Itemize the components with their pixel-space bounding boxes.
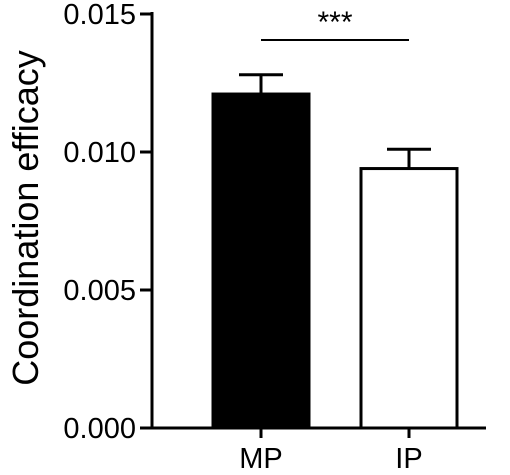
y-tick-label: 0.000 <box>63 413 136 445</box>
y-tick-label: 0.005 <box>63 275 136 307</box>
x-tick-label: MP <box>239 443 283 475</box>
bar-ip <box>359 167 459 430</box>
y-axis-title: Coordination efficacy <box>5 50 46 386</box>
plot-area: 0.000 0.005 0.010 0.015 MP IP *** <box>63 0 486 475</box>
y-tick-label: 0.015 <box>63 0 136 31</box>
significance-label: *** <box>317 6 352 39</box>
bar-mp <box>211 92 311 430</box>
x-tick-label: IP <box>395 443 422 475</box>
y-tick-label: 0.010 <box>63 137 136 169</box>
